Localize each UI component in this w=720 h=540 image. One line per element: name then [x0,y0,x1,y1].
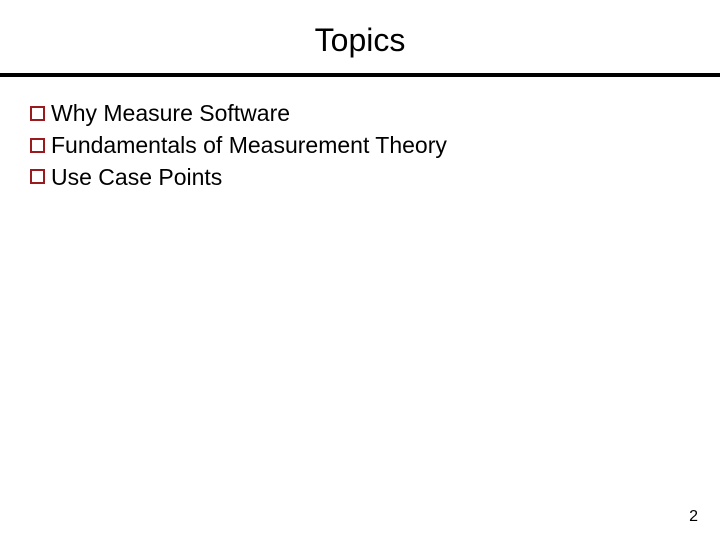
page-number: 2 [689,508,698,526]
list-item: Fundamentals of Measurement Theory [30,131,720,160]
bullet-text: Use Case Points [51,163,222,192]
bullet-list: Why Measure Software Fundamentals of Mea… [0,77,720,191]
slide: Topics Why Measure Software Fundamentals… [0,0,720,540]
bullet-text: Why Measure Software [51,99,290,128]
square-bullet-icon [30,106,45,121]
square-bullet-icon [30,138,45,153]
bullet-text: Fundamentals of Measurement Theory [51,131,447,160]
list-item: Use Case Points [30,163,720,192]
list-item: Why Measure Software [30,99,720,128]
square-bullet-icon [30,169,45,184]
page-title: Topics [0,0,720,73]
